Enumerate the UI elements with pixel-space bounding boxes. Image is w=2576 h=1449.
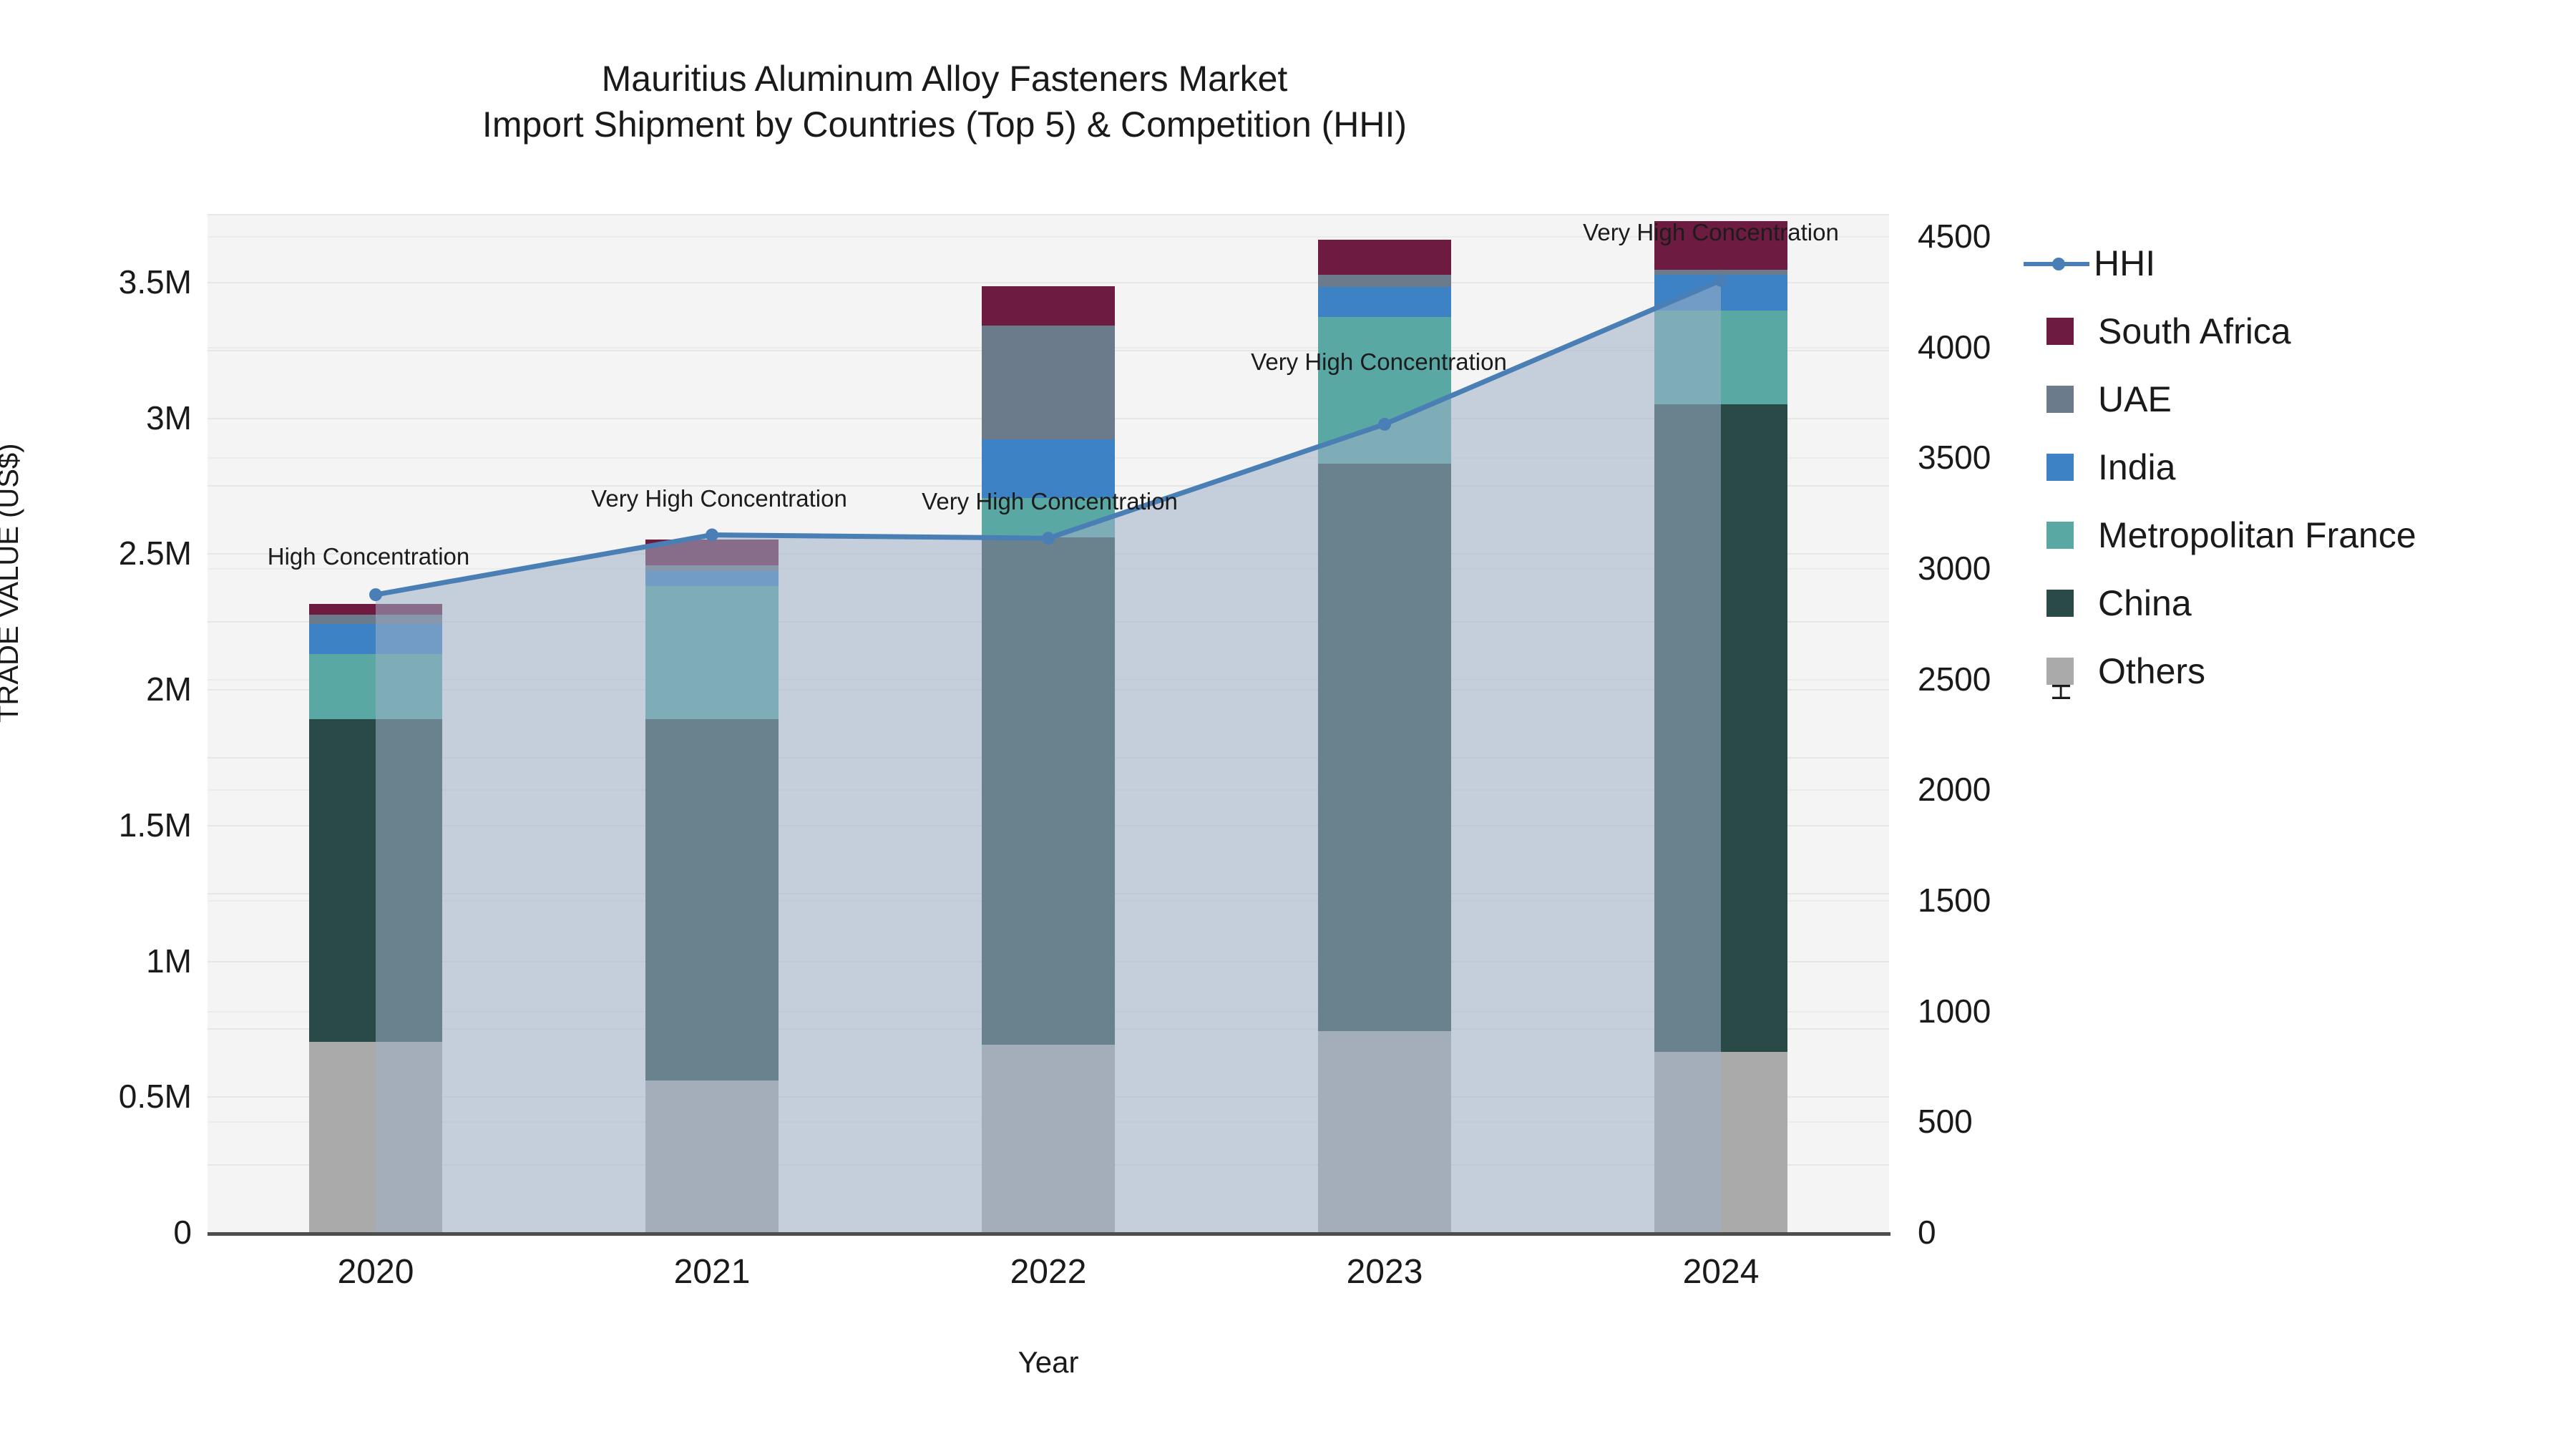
- legend-item-label: India: [2098, 447, 2176, 487]
- bar-segment[interactable]: [1318, 317, 1451, 464]
- y-axis-left-tick: 1M: [146, 942, 192, 980]
- y-axis-right-tick: 4000: [1918, 328, 1991, 366]
- x-axis-tick[interactable]: 2023: [1346, 1253, 1423, 1291]
- bar-stack[interactable]: [1654, 214, 1787, 1232]
- chart-title-line2: Import Shipment by Countries (Top 5) & C…: [482, 104, 1407, 145]
- bar-segment[interactable]: [982, 537, 1115, 1045]
- x-axis-tick[interactable]: 2020: [337, 1253, 414, 1291]
- bar-segment[interactable]: [1654, 404, 1787, 1052]
- bar-segment[interactable]: [1654, 310, 1787, 404]
- hhi-point-label: Very High Concentration: [1251, 348, 1507, 375]
- x-axis-tick[interactable]: 2024: [1682, 1253, 1760, 1291]
- y-axis-left-tick: 0: [173, 1214, 192, 1251]
- hhi-point-label: Very High Concentration: [1583, 218, 1839, 245]
- y-axis-right-tick: 0: [1918, 1214, 1936, 1251]
- bar-segment[interactable]: [1654, 275, 1787, 311]
- legend-item[interactable]: China: [2032, 569, 2562, 637]
- legend-item[interactable]: UAE: [2032, 365, 2562, 433]
- y-axis-left-tick: 2M: [146, 670, 192, 708]
- legend-item[interactable]: HHI: [2024, 229, 2562, 297]
- bar-segment[interactable]: [645, 585, 779, 719]
- x-axis-label: Year: [1018, 1345, 1079, 1379]
- legend-item[interactable]: India: [2032, 433, 2562, 501]
- bar-segment[interactable]: [982, 286, 1115, 326]
- bar-segment[interactable]: [1654, 220, 1787, 270]
- legend-color-swatch-icon: [2046, 589, 2074, 617]
- bar-stack[interactable]: [645, 214, 779, 1232]
- bar-segment[interactable]: [1654, 269, 1787, 275]
- y-axis-left-tick: 1.5M: [118, 806, 192, 844]
- hhi-point-label: Very High Concentration: [591, 484, 847, 512]
- y-axis-left-tick: 3.5M: [118, 263, 192, 301]
- bar-segment[interactable]: [1318, 240, 1451, 275]
- y-axis-right-tick: 2500: [1918, 660, 1991, 698]
- plot-area: High Concentration Very High Concentratio…: [208, 214, 1889, 1232]
- legend-color-swatch-icon: [2046, 385, 2074, 413]
- y-axis-left-tick: 2.5M: [118, 535, 192, 572]
- hhi-point-label: Very High Concentration: [922, 488, 1178, 515]
- y-axis-right-tick: 4500: [1918, 217, 1991, 255]
- legend-color-swatch-icon: [2046, 317, 2074, 345]
- y-axis-right-tick: 1000: [1918, 992, 1991, 1030]
- bar-segment[interactable]: [982, 1045, 1115, 1232]
- legend-item-label: South Africa: [2098, 311, 2291, 351]
- y-axis-left-label: TRADE VALUE (US$): [0, 443, 24, 723]
- bar-segment[interactable]: [1318, 1031, 1451, 1232]
- bar-stack[interactable]: [309, 214, 442, 1232]
- y-axis-right-tick: 3500: [1918, 439, 1991, 477]
- legend-line-marker-icon: [2024, 250, 2089, 277]
- legend: HHI South Africa UAE India Metropolitan Fran…: [2024, 229, 2562, 705]
- legend-item-label: UAE: [2098, 379, 2172, 419]
- bar-segment[interactable]: [1318, 287, 1451, 318]
- x-axis-line: [208, 1232, 1890, 1236]
- legend-item[interactable]: Others: [2032, 637, 2562, 705]
- bar-segment[interactable]: [309, 603, 442, 615]
- legend-item-label: China: [2098, 582, 2192, 623]
- bar-segment[interactable]: [645, 540, 779, 566]
- bar-segment[interactable]: [1654, 1051, 1787, 1232]
- gridline: [208, 214, 1889, 215]
- legend-item-label: Metropolitan France: [2098, 514, 2416, 555]
- legend-item-label: HHI: [2094, 243, 2156, 283]
- bar-segment[interactable]: [309, 653, 442, 719]
- y-axis-left-tick: 3M: [146, 399, 192, 436]
- legend-item-label: Others: [2098, 650, 2206, 691]
- bar-segment[interactable]: [645, 1080, 779, 1232]
- legend-color-swatch-icon: [2046, 453, 2074, 481]
- legend-color-swatch-icon: [2046, 521, 2074, 549]
- bar-segment[interactable]: [309, 718, 442, 1043]
- bar-segment[interactable]: [645, 718, 779, 1080]
- y-axis-right-tick: 1500: [1918, 881, 1991, 919]
- x-axis-tick[interactable]: 2022: [1010, 1253, 1087, 1291]
- chart-title: Mauritius Aluminum Alloy Fasteners Marke…: [0, 56, 1889, 147]
- y-axis-right-tick: 3000: [1918, 549, 1991, 587]
- legend-item[interactable]: Metropolitan France: [2032, 501, 2562, 569]
- plot-clip: [208, 214, 1889, 1232]
- x-axis-tick[interactable]: 2021: [673, 1253, 751, 1291]
- hhi-point-label: High Concentration: [267, 543, 470, 570]
- bar-segment[interactable]: [645, 565, 779, 571]
- bar-segment[interactable]: [1318, 464, 1451, 1032]
- bar-segment[interactable]: [309, 1042, 442, 1232]
- bar-stack[interactable]: [982, 214, 1115, 1232]
- gridline-secondary: [208, 235, 1889, 238]
- bar-segment[interactable]: [645, 571, 779, 586]
- bar-segment[interactable]: [309, 624, 442, 654]
- legend-color-swatch-icon: [2046, 657, 2074, 685]
- legend-item[interactable]: South Africa: [2032, 297, 2562, 365]
- chart-title-line1: Mauritius Aluminum Alloy Fasteners Marke…: [601, 59, 1288, 99]
- y-axis-left-tick: 0.5M: [118, 1078, 192, 1116]
- bar-segment[interactable]: [1318, 275, 1451, 288]
- bar-segment[interactable]: [982, 325, 1115, 439]
- y-axis-right-tick: 2000: [1918, 771, 1991, 809]
- bar-segment[interactable]: [309, 614, 442, 624]
- y-axis-right-tick: 500: [1918, 1103, 1973, 1141]
